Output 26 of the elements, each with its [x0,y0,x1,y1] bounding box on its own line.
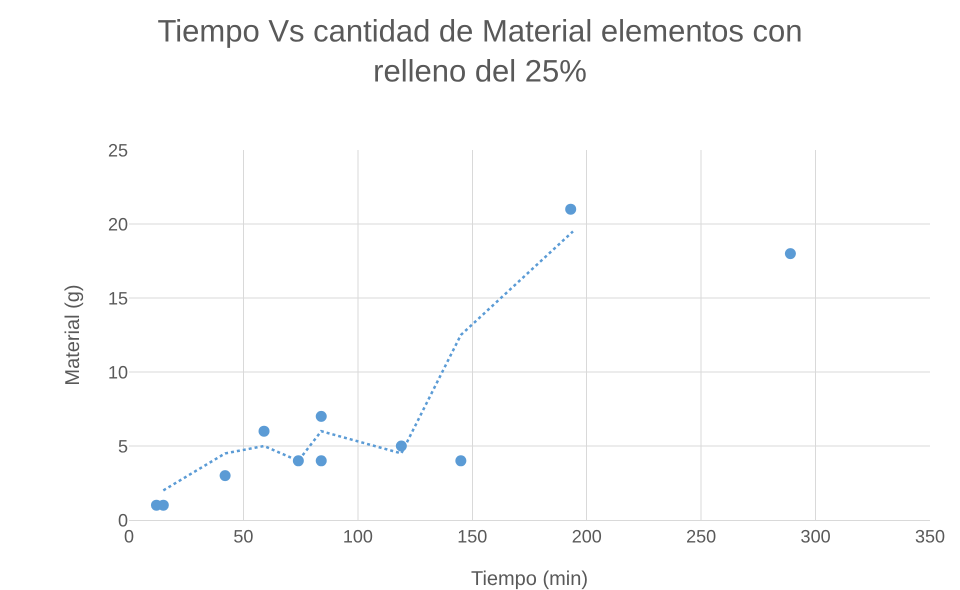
point [292,455,304,466]
point [565,204,576,215]
line-series [162,230,574,492]
y-tick-label: 10 [108,362,128,382]
x-tick-label: 50 [233,526,254,547]
x-tick-label: 100 [342,526,373,547]
point [220,470,231,482]
x-axis-title: Tiempo (min) [470,568,588,590]
point [455,455,466,466]
y-tick-label: 20 [108,214,128,234]
chart-title: Tiempo Vs cantidad de Material elementos con relleno del 25% [157,13,803,89]
y-tick-label: 25 [108,140,128,160]
y-tick-label: 5 [118,436,128,456]
x-tick-label: 250 [686,526,716,547]
x-tick-label: 200 [572,526,602,547]
point [316,410,327,422]
x-tick-label: 300 [800,526,831,547]
point [258,426,270,437]
point [396,440,407,452]
x-tick-label: 150 [457,526,488,547]
point [784,248,796,260]
point [316,455,327,466]
x-tick-label: 350 [914,526,946,547]
y-axis-title: Material (g) [62,284,84,386]
y-tick-label: 15 [108,288,128,308]
y-tick-label: 0 [118,510,128,530]
